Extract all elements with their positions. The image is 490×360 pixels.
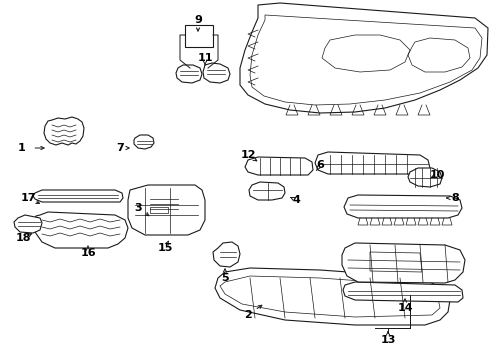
Text: 13: 13 (380, 335, 396, 345)
Polygon shape (14, 215, 42, 233)
Polygon shape (315, 152, 430, 174)
Polygon shape (134, 135, 154, 149)
Polygon shape (408, 168, 442, 187)
Text: 14: 14 (397, 303, 413, 313)
Polygon shape (215, 268, 450, 325)
Text: 4: 4 (292, 195, 300, 205)
Text: 10: 10 (429, 170, 445, 180)
Polygon shape (249, 182, 285, 200)
Polygon shape (203, 63, 230, 83)
Text: 15: 15 (157, 243, 172, 253)
Text: 17: 17 (20, 193, 36, 203)
Polygon shape (44, 117, 84, 145)
Bar (185, 25, 213, 47)
Text: 12: 12 (240, 150, 256, 160)
Text: 6: 6 (316, 160, 324, 170)
Text: 18: 18 (15, 233, 31, 243)
Text: 11: 11 (197, 53, 213, 63)
Polygon shape (128, 185, 205, 235)
Polygon shape (176, 65, 202, 83)
Polygon shape (33, 212, 128, 248)
Polygon shape (342, 243, 465, 283)
Text: 2: 2 (244, 310, 252, 320)
Text: 5: 5 (221, 273, 229, 283)
Text: 9: 9 (194, 15, 202, 25)
Text: 7: 7 (116, 143, 124, 153)
Polygon shape (245, 157, 313, 175)
Polygon shape (145, 190, 182, 215)
Text: 16: 16 (80, 248, 96, 258)
Text: 3: 3 (134, 203, 142, 213)
Text: 8: 8 (451, 193, 459, 203)
Polygon shape (344, 195, 462, 218)
Polygon shape (240, 3, 488, 113)
Text: 1: 1 (18, 143, 26, 153)
Polygon shape (33, 190, 123, 202)
Polygon shape (343, 282, 463, 302)
Polygon shape (213, 242, 240, 267)
